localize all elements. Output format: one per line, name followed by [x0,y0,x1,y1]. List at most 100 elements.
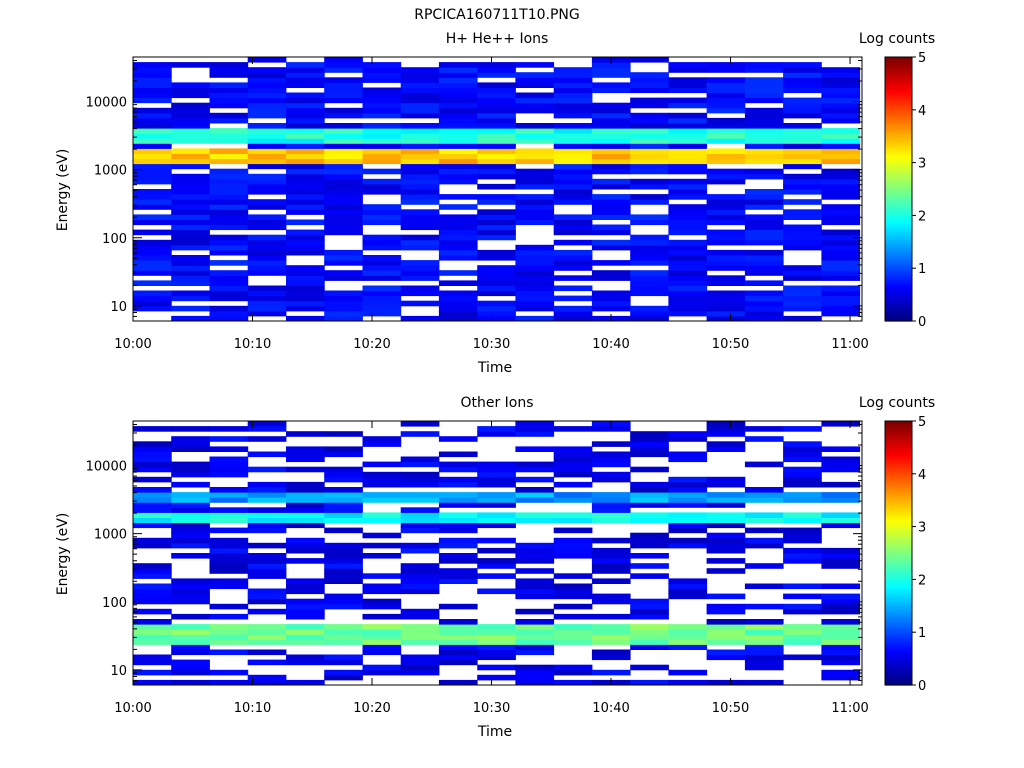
heatmap-cell [171,659,210,666]
heatmap-cell [247,214,287,220]
heatmap-cell [324,209,363,215]
heatmap-cell [400,654,440,661]
heatmap-cell [286,603,325,610]
colorbar-segment [885,500,912,504]
heatmap-cell [630,598,669,605]
heatmap-cell [591,300,631,307]
heatmap-cell [630,178,669,185]
heatmap-cell [247,507,287,513]
heatmap-cell [553,512,593,518]
heatmap-cell [362,183,402,190]
heatmap-cell [209,183,249,190]
heatmap-cell [706,305,746,312]
heatmap-cell [247,173,287,180]
colorbar-segment [885,128,912,132]
heatmap-cell [133,537,172,544]
heatmap-cell [515,77,555,83]
heatmap-cell [438,249,478,256]
heatmap-cell [133,244,172,251]
heatmap-cell [515,168,555,175]
heatmap-cell [286,239,325,246]
heatmap-cell [133,67,172,73]
heatmap-cell [133,654,172,661]
heatmap-cell [133,512,172,518]
heatmap-cell [515,209,555,215]
x-tick-label: 10:00 [114,337,151,352]
heatmap-cell [553,214,593,220]
heatmap-cell [553,229,593,236]
heatmap-cell [630,117,669,124]
heatmap-cell [553,481,593,488]
heatmap-cell [515,608,555,615]
heatmap-cell [630,512,669,518]
heatmap-cell [821,553,861,559]
heatmap-cell [362,532,402,539]
colorbar-segment [885,59,912,63]
heatmap-cell [821,624,861,630]
heatmap-cell [515,183,555,190]
heatmap-cell [477,654,516,661]
heatmap-cell [324,553,363,559]
colorbar-segment [885,679,912,683]
colorbar-segment [885,455,912,459]
heatmap-cell [783,553,822,559]
heatmap-cell [783,547,822,554]
heatmap-cell [438,178,478,185]
heatmap-cell [821,603,861,610]
colorbar-segment [885,212,912,216]
heatmap-cell [400,102,440,109]
heatmap-cell [247,234,287,241]
heatmap-cell [171,275,210,281]
heatmap-cell [630,310,669,317]
heatmap-cell [286,77,325,83]
heatmap-cell [630,441,669,447]
heatmap-cell [209,62,249,68]
heatmap-cell [133,168,172,175]
heatmap-cell [668,102,708,109]
heatmap-cell [668,87,708,94]
heatmap-cell [171,461,210,468]
heatmap-cell [477,133,516,139]
heatmap-cell [362,67,402,73]
heatmap-cell [171,639,210,645]
heatmap-cell [630,446,669,452]
heatmap-cell [706,481,746,488]
heatmap-cell [133,295,172,302]
heatmap-cell [438,194,478,200]
heatmap-cell [706,107,746,114]
colorbar-segment [885,521,912,525]
heatmap-cell [553,446,593,452]
heatmap-cell [209,471,249,478]
heatmap-cell [591,87,631,94]
heatmap-cell [821,107,861,114]
heatmap-cell [247,568,287,574]
heatmap-cell [515,588,555,595]
heatmap-cell [438,204,478,210]
heatmap-cell [209,497,249,503]
heatmap-cell [362,239,402,246]
colorbar-segment [885,626,912,631]
heatmap-cell [744,603,784,610]
heatmap-cell [171,102,210,109]
heatmap-cell [286,280,325,286]
y-tick-label: 10000 [86,96,127,111]
heatmap-cell [438,123,478,129]
heatmap-cell [477,123,516,129]
heatmap-cell [209,168,249,175]
heatmap-cell [477,624,516,630]
heatmap-cell [553,593,593,600]
heatmap-cell [286,305,325,312]
heatmap-cell [171,542,210,549]
heatmap-cell [362,219,402,226]
heatmap-cell [438,77,478,83]
heatmap-cell [171,123,210,129]
heatmap-cell [209,436,249,442]
heatmap-cell [209,466,249,473]
heatmap-cell [515,497,555,503]
heatmap-cell [400,158,440,165]
colorbar-segment [885,624,912,628]
heatmap-cell [706,260,746,266]
heatmap-cell [362,128,402,134]
heatmap-cell [171,507,210,513]
colorbar-segment [885,653,912,657]
